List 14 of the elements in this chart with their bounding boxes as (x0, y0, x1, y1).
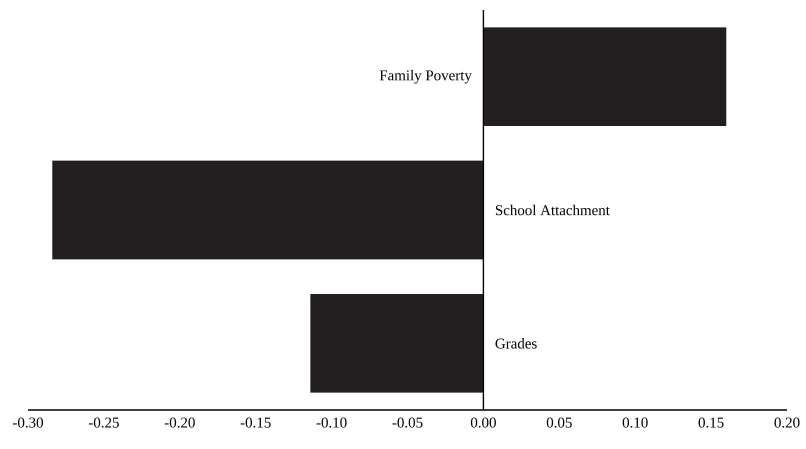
x-tick-label: -0.15 (240, 418, 271, 428)
x-tick-label: 0.15 (698, 418, 724, 428)
x-tick-label: 0.00 (470, 418, 496, 428)
y-tick-label: Family Poverty (380, 70, 472, 84)
x-tick-label: -0.20 (164, 418, 195, 428)
x-tick-label: 0.20 (774, 418, 800, 428)
x-tick-label: 0.05 (546, 418, 572, 428)
x-tick-label: -0.05 (392, 418, 422, 428)
x-tick-label: -0.30 (12, 418, 43, 428)
x-tick-label: -0.10 (316, 418, 347, 428)
y-tick-label: Grades (496, 338, 537, 349)
x-tick-label: 0.10 (622, 418, 648, 428)
y-tick-label: School Attachment (496, 204, 610, 216)
x-tick-label: -0.25 (88, 418, 119, 428)
